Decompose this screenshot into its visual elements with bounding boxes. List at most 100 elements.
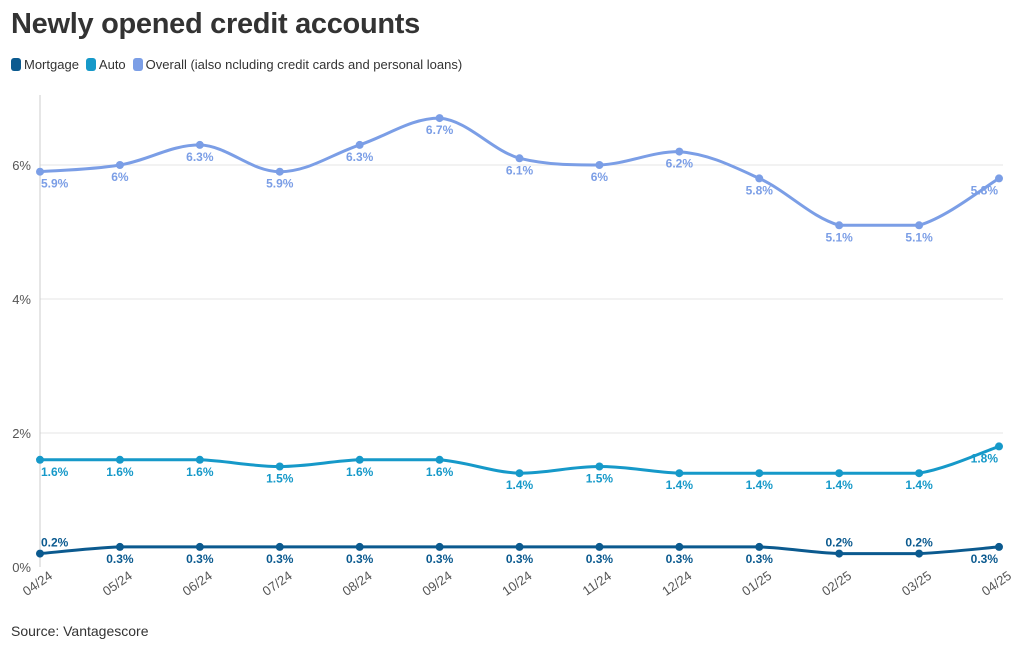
chart-legend: Mortgage Auto Overall (ialso ncluding cr… bbox=[11, 57, 469, 72]
data-label-overall: 5.8% bbox=[971, 183, 999, 197]
data-label-mortgage: 0.3% bbox=[346, 552, 374, 566]
data-label-overall: 5.9% bbox=[266, 177, 294, 191]
data-point-overall bbox=[995, 174, 1003, 183]
data-point-overall bbox=[195, 140, 204, 149]
data-point-mortgage bbox=[115, 542, 124, 551]
data-point-auto bbox=[115, 455, 124, 464]
legend-item-mortgage[interactable]: Mortgage bbox=[11, 57, 79, 72]
data-label-auto: 1.5% bbox=[586, 472, 614, 486]
data-label-auto: 1.4% bbox=[506, 478, 534, 492]
data-point-mortgage bbox=[675, 542, 684, 551]
legend-label-overall: Overall (ialso ncluding credit cards and… bbox=[145, 57, 463, 72]
data-label-auto: 1.6% bbox=[106, 465, 134, 479]
data-point-overall bbox=[755, 174, 764, 183]
data-label-mortgage: 0.2% bbox=[825, 536, 853, 550]
x-tick-label: 08/24 bbox=[339, 568, 374, 599]
x-tick-label: 02/25 bbox=[819, 568, 854, 599]
legend-swatch-auto bbox=[85, 58, 96, 71]
data-point-auto bbox=[675, 469, 684, 478]
data-point-mortgage bbox=[755, 542, 764, 551]
legend-item-auto[interactable]: Auto bbox=[85, 57, 126, 72]
data-point-auto bbox=[355, 455, 364, 464]
data-point-mortgage bbox=[995, 542, 1003, 551]
x-tick-label: 09/24 bbox=[419, 568, 454, 599]
data-point-overall bbox=[355, 140, 364, 149]
data-label-mortgage: 0.2% bbox=[905, 536, 933, 550]
x-tick-label: 06/24 bbox=[180, 568, 215, 599]
legend-item-overall[interactable]: Overall (ialso ncluding credit cards and… bbox=[132, 57, 463, 72]
data-label-mortgage: 0.3% bbox=[971, 552, 999, 566]
data-label-overall: 6.7% bbox=[426, 123, 454, 137]
data-point-overall bbox=[435, 114, 444, 123]
data-label-overall: 5.9% bbox=[41, 177, 69, 191]
data-label-auto: 1.4% bbox=[666, 478, 694, 492]
data-point-overall bbox=[36, 167, 44, 176]
data-label-overall: 6.1% bbox=[506, 163, 534, 177]
data-point-auto bbox=[595, 462, 604, 471]
data-point-overall bbox=[915, 221, 924, 230]
data-label-overall: 6% bbox=[591, 170, 609, 184]
data-label-auto: 1.5% bbox=[266, 472, 294, 486]
legend-swatch-overall bbox=[132, 58, 143, 71]
data-point-auto bbox=[515, 469, 524, 478]
y-tick-label: 2% bbox=[12, 426, 31, 441]
data-point-mortgage bbox=[515, 542, 524, 551]
data-label-mortgage: 0.3% bbox=[186, 552, 214, 566]
data-label-overall: 5.1% bbox=[825, 230, 853, 244]
data-label-overall: 6.2% bbox=[666, 157, 694, 171]
x-tick-label: 12/24 bbox=[659, 568, 694, 599]
data-label-auto: 1.4% bbox=[746, 478, 774, 492]
data-label-mortgage: 0.3% bbox=[506, 552, 534, 566]
y-tick-label: 0% bbox=[12, 560, 31, 575]
legend-label-mortgage: Mortgage bbox=[24, 57, 79, 72]
data-label-auto: 1.8% bbox=[971, 451, 999, 465]
x-tick-label: 05/24 bbox=[100, 568, 135, 599]
data-label-mortgage: 0.3% bbox=[666, 552, 694, 566]
legend-swatch-mortgage bbox=[11, 58, 21, 71]
data-point-auto bbox=[36, 455, 44, 464]
y-tick-label: 4% bbox=[12, 292, 31, 307]
data-point-overall bbox=[595, 161, 604, 169]
data-point-auto bbox=[275, 462, 284, 471]
data-point-overall bbox=[115, 161, 124, 169]
x-tick-label: 03/25 bbox=[899, 568, 934, 599]
data-label-overall: 6.3% bbox=[346, 150, 374, 164]
data-point-overall bbox=[275, 167, 284, 176]
data-point-mortgage bbox=[835, 549, 844, 558]
data-label-auto: 1.6% bbox=[186, 465, 214, 479]
data-label-auto: 1.6% bbox=[41, 465, 69, 479]
data-label-mortgage: 0.3% bbox=[586, 552, 614, 566]
data-point-overall bbox=[675, 147, 684, 156]
data-point-mortgage bbox=[36, 549, 44, 558]
data-label-mortgage: 0.3% bbox=[106, 552, 134, 566]
data-label-auto: 1.6% bbox=[426, 465, 454, 479]
legend-label-auto: Auto bbox=[98, 57, 126, 72]
data-label-overall: 5.1% bbox=[905, 230, 933, 244]
data-point-auto bbox=[915, 469, 924, 478]
data-label-mortgage: 0.3% bbox=[426, 552, 454, 566]
series-line-auto bbox=[38, 444, 1001, 475]
x-tick-label: 01/25 bbox=[739, 568, 774, 599]
x-tick-label: 11/24 bbox=[580, 568, 614, 598]
data-point-auto bbox=[995, 442, 1003, 451]
data-point-auto bbox=[755, 469, 764, 478]
data-label-overall: 6% bbox=[111, 170, 129, 184]
data-label-mortgage: 0.3% bbox=[266, 552, 294, 566]
data-point-mortgage bbox=[595, 542, 604, 551]
source-note: Source: Vantagescore bbox=[11, 623, 149, 639]
data-point-auto bbox=[835, 469, 844, 478]
chart-title: Newly opened credit accounts bbox=[11, 8, 420, 40]
x-tick-label: 07/24 bbox=[260, 568, 295, 599]
data-label-auto: 1.4% bbox=[905, 478, 933, 492]
data-point-overall bbox=[835, 221, 844, 230]
x-tick-label: 04/25 bbox=[979, 568, 1014, 599]
data-point-mortgage bbox=[355, 542, 364, 551]
data-point-overall bbox=[515, 154, 524, 163]
data-label-mortgage: 0.2% bbox=[41, 536, 69, 550]
data-point-mortgage bbox=[435, 542, 444, 551]
data-label-mortgage: 0.3% bbox=[746, 552, 774, 566]
data-point-mortgage bbox=[915, 549, 924, 558]
data-label-auto: 1.4% bbox=[825, 478, 853, 492]
data-label-overall: 6.3% bbox=[186, 150, 214, 164]
